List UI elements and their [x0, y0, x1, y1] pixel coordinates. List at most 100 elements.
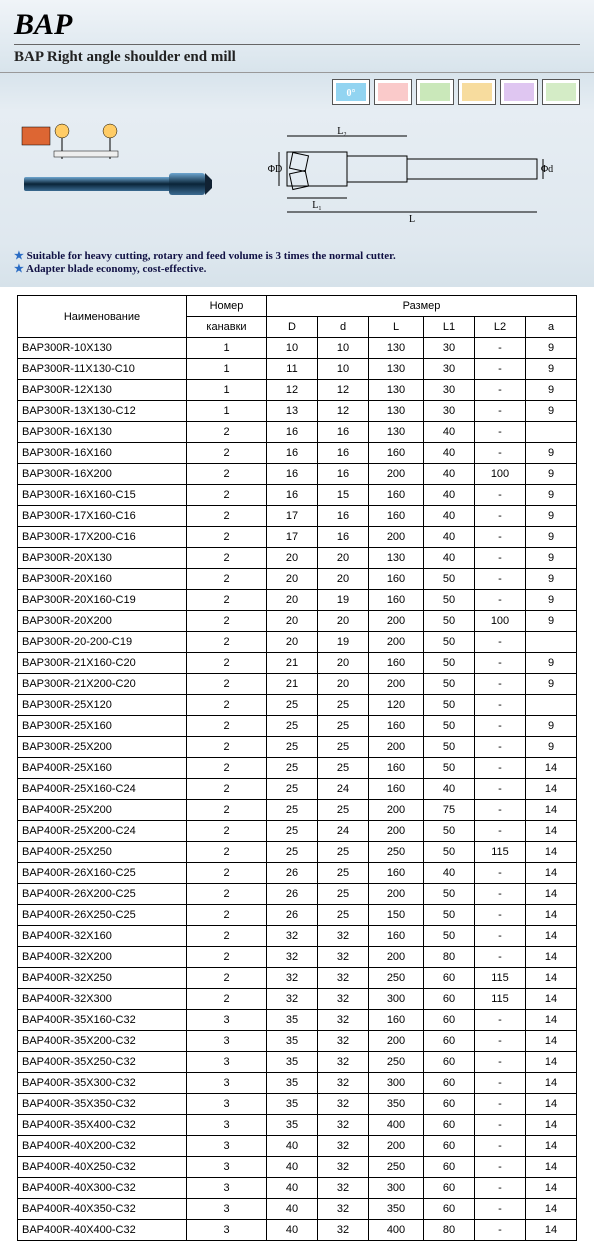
cell-val: 200: [369, 674, 424, 695]
cell-val: 2: [187, 821, 267, 842]
table-row: BAP400R-35X300-C323353230060-14: [18, 1073, 577, 1094]
cell-val: 300: [369, 1178, 424, 1199]
cell-val: 14: [526, 842, 577, 863]
cell-val: 12: [318, 401, 369, 422]
cell-val: 25: [318, 842, 369, 863]
cell-val: 2: [187, 695, 267, 716]
cell-val: 40: [267, 1157, 318, 1178]
cell-val: -: [475, 1178, 526, 1199]
table-row: BAP400R-40X200-C323403220060-14: [18, 1136, 577, 1157]
cell-val: 32: [318, 1115, 369, 1136]
cell-val: 14: [526, 1073, 577, 1094]
cell-val: -: [475, 443, 526, 464]
cell-val: -: [475, 380, 526, 401]
table-row: BAP300R-21X200-C202212020050-9: [18, 674, 577, 695]
th-L1: L1: [424, 317, 475, 338]
cell-val: 350: [369, 1094, 424, 1115]
cell-val: 3: [187, 1052, 267, 1073]
cell-name: BAP400R-35X400-C32: [18, 1115, 187, 1136]
table-row: BAP300R-20X1602202016050-9: [18, 569, 577, 590]
cell-val: 200: [369, 821, 424, 842]
cell-val: 9: [526, 527, 577, 548]
product-notes: ★ Suitable for heavy cutting, rotary and…: [0, 243, 594, 287]
cell-val: 40: [267, 1136, 318, 1157]
cell-val: 160: [369, 443, 424, 464]
cell-val: 130: [369, 548, 424, 569]
cell-val: 350: [369, 1199, 424, 1220]
cell-val: 40: [424, 548, 475, 569]
cell-name: BAP300R-17X200-C16: [18, 527, 187, 548]
table-row: BAP400R-35X250-C323353225060-14: [18, 1052, 577, 1073]
cell-val: 14: [526, 1094, 577, 1115]
cell-val: 130: [369, 380, 424, 401]
angle-icon: 0°: [332, 79, 370, 105]
cell-val: 50: [424, 737, 475, 758]
table-row: BAP300R-20X20022020200501009: [18, 611, 577, 632]
table-row: BAP400R-26X200-C252262520050-14: [18, 884, 577, 905]
cell-val: 130: [369, 338, 424, 359]
cell-val: -: [475, 1073, 526, 1094]
cell-val: -: [475, 779, 526, 800]
cell-val: 60: [424, 1094, 475, 1115]
table-row: BAP400R-35X200-C323353220060-14: [18, 1031, 577, 1052]
table-row: BAP300R-21X160-C202212016050-9: [18, 653, 577, 674]
cell-val: -: [475, 863, 526, 884]
cell-val: 9: [526, 569, 577, 590]
cell-val: [526, 695, 577, 716]
cell-val: 11: [267, 359, 318, 380]
dim-L1: L₁: [312, 200, 322, 211]
cell-val: 3: [187, 1199, 267, 1220]
cell-name: BAP400R-40X250-C32: [18, 1157, 187, 1178]
cell-name: BAP400R-32X250: [18, 968, 187, 989]
cell-val: 100: [475, 611, 526, 632]
cell-val: 32: [318, 1031, 369, 1052]
table-row: BAP400R-32X250232322506011514: [18, 968, 577, 989]
cell-val: 14: [526, 1157, 577, 1178]
cell-val: 2: [187, 653, 267, 674]
cell-val: 25: [318, 695, 369, 716]
cell-val: 250: [369, 1052, 424, 1073]
cell-name: BAP400R-40X350-C32: [18, 1199, 187, 1220]
cell-val: 2: [187, 779, 267, 800]
th-d: d: [318, 317, 369, 338]
cell-val: 14: [526, 926, 577, 947]
cell-val: 32: [318, 989, 369, 1010]
th-groove-top: Номер: [187, 296, 267, 317]
cell-val: 9: [526, 737, 577, 758]
cell-val: 30: [424, 401, 475, 422]
cell-val: 115: [475, 842, 526, 863]
th-groove-bot: канавки: [187, 317, 267, 338]
cell-val: 40: [424, 464, 475, 485]
cell-val: 14: [526, 1115, 577, 1136]
cell-val: 3: [187, 1115, 267, 1136]
cell-val: 10: [267, 338, 318, 359]
cell-val: 2: [187, 800, 267, 821]
cell-val: 200: [369, 1031, 424, 1052]
cell-val: -: [475, 926, 526, 947]
cell-val: 2: [187, 884, 267, 905]
cell-val: 2: [187, 485, 267, 506]
table-row: BAP400R-40X250-C323403225060-14: [18, 1157, 577, 1178]
cell-name: BAP300R-17X160-C16: [18, 506, 187, 527]
cell-val: 2: [187, 926, 267, 947]
table-row: BAP400R-25X160-C242252416040-14: [18, 779, 577, 800]
cell-val: 130: [369, 422, 424, 443]
cell-val: -: [475, 422, 526, 443]
cell-val: 14: [526, 779, 577, 800]
cell-val: 3: [187, 1178, 267, 1199]
cell-val: 17: [267, 506, 318, 527]
cell-val: 19: [318, 590, 369, 611]
cell-val: 12: [267, 380, 318, 401]
table-row: BAP400R-35X400-C323353240060-14: [18, 1115, 577, 1136]
product-header: BAP BAP Right angle shoulder end mill: [0, 0, 594, 73]
cell-val: 200: [369, 611, 424, 632]
table-row: BAP400R-25X200-C242252420050-14: [18, 821, 577, 842]
cell-name: BAP400R-40X400-C32: [18, 1220, 187, 1241]
table-row: BAP400R-40X400-C323403240080-14: [18, 1220, 577, 1241]
cell-val: 26: [267, 884, 318, 905]
cell-val: 16: [318, 443, 369, 464]
table-row: BAP300R-16X160-C152161516040-9: [18, 485, 577, 506]
cell-val: -: [475, 401, 526, 422]
cell-val: 1: [187, 359, 267, 380]
cell-val: 9: [526, 653, 577, 674]
